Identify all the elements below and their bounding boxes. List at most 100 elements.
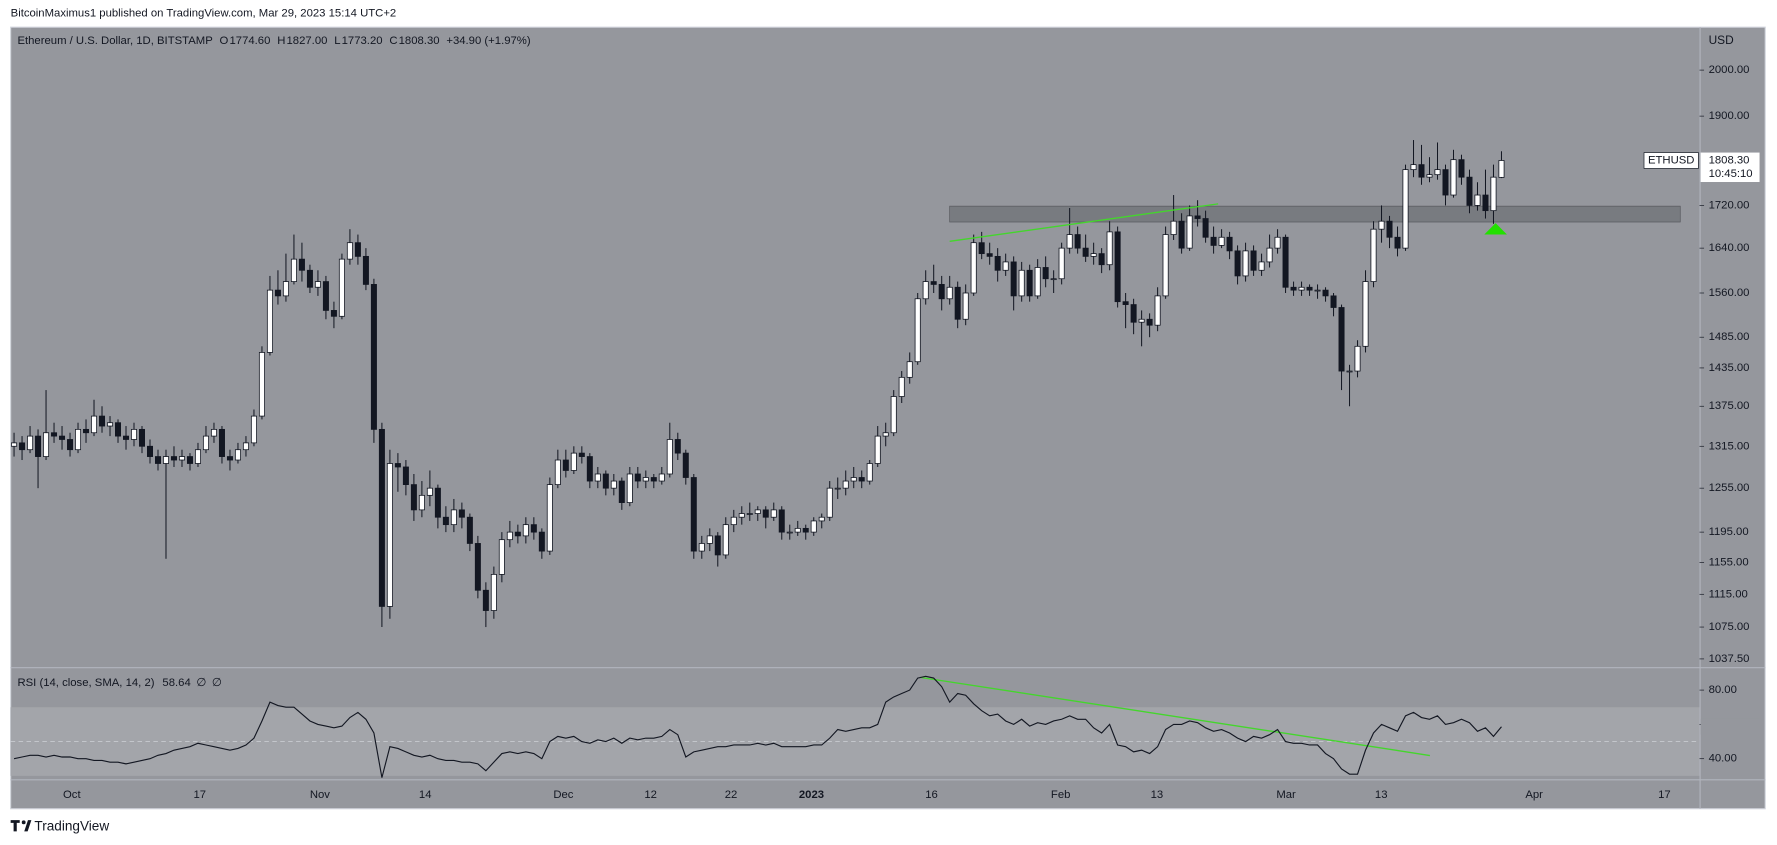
candle-body (1090, 253, 1097, 257)
x-tick-label: 14 (419, 789, 432, 801)
candle-body (1154, 295, 1161, 326)
support-arrow (1484, 223, 1507, 235)
rsi-value: 58.64 (162, 677, 190, 689)
candle-body (1458, 159, 1465, 178)
candle-body (1170, 220, 1177, 235)
candle-body (1098, 253, 1105, 266)
rsi-tick-label: 80.00 (1709, 684, 1737, 696)
candle-body (123, 435, 130, 440)
candle-body (1050, 278, 1057, 281)
candle-body (154, 456, 161, 464)
candle-body (434, 487, 441, 518)
candle-body (498, 539, 505, 575)
candle-body (170, 456, 177, 461)
candle-body (474, 543, 481, 591)
tradingview-logo (10, 820, 32, 832)
candle-body (890, 396, 897, 434)
symbol: Ethereum / U.S. Dollar, 1D, BITSTAMP (17, 35, 212, 47)
candle-body (1066, 234, 1073, 249)
candle-body (570, 452, 577, 471)
y-tick-label: 1037.50 (1709, 653, 1750, 665)
candle-body (1322, 289, 1329, 297)
ohlc-key: C (389, 35, 397, 47)
candle-body (1146, 318, 1153, 326)
candle-body (634, 473, 641, 482)
symbol-tag (1643, 152, 1699, 169)
candle-body (138, 428, 146, 447)
y-tick-label: 1255.00 (1709, 482, 1750, 494)
price-tag-label: 1808.30 (1709, 154, 1750, 166)
ohlc-key: H (277, 35, 285, 47)
candle-body (410, 484, 417, 511)
y-tick-label: 1375.00 (1709, 400, 1750, 412)
x-tick-label: 2023 (799, 789, 824, 801)
candle-body (1450, 159, 1457, 196)
candle-body (330, 310, 337, 317)
x-tick-label: 12 (644, 789, 657, 801)
candle-body (1474, 194, 1481, 206)
candle-body (83, 428, 90, 434)
candle-body (1162, 234, 1169, 297)
candle-body (346, 242, 353, 260)
candle-body (882, 432, 889, 437)
candle-body (51, 432, 58, 437)
candle-body (602, 473, 609, 489)
y-tick-label: 1195.00 (1709, 526, 1749, 538)
candle-body (746, 513, 753, 515)
candle-body (1074, 234, 1081, 249)
candle-body (1298, 286, 1305, 291)
candle-body (938, 284, 945, 300)
candle-body (674, 439, 681, 454)
price-trend-line (949, 203, 1219, 242)
candle-body (131, 428, 138, 440)
candle-body (554, 459, 561, 485)
candle-body (1226, 236, 1233, 252)
rsi-tick-label: 40.00 (1709, 753, 1737, 765)
candle-body (562, 459, 569, 471)
candle-body (1034, 267, 1041, 297)
candle-body (778, 509, 785, 533)
candle-body (1106, 231, 1113, 266)
ohlc-value: 1773.20 (342, 35, 383, 47)
candle-body (226, 456, 233, 461)
candle-body (1274, 236, 1281, 249)
candle-body (1490, 176, 1497, 212)
candle-body (146, 445, 153, 457)
candle-body (314, 281, 321, 288)
candle-body (642, 477, 649, 482)
candle-body (370, 284, 377, 430)
candle-body (1402, 169, 1409, 249)
candle-body (1314, 289, 1321, 292)
candle-body (842, 480, 849, 489)
candle-body (1442, 169, 1449, 196)
candle-body (1378, 220, 1385, 230)
candle-body (818, 516, 825, 522)
candle-body (75, 428, 82, 451)
candle-body (1018, 269, 1025, 297)
candle-body (27, 435, 34, 451)
candle-body (218, 428, 225, 457)
candle-body (866, 463, 873, 482)
candle-body (978, 242, 985, 255)
candle-body (242, 442, 249, 451)
candle-body (458, 509, 465, 518)
candle-body (610, 480, 617, 489)
candle-body (1194, 215, 1201, 219)
candle-body (1498, 160, 1505, 178)
candle-body (546, 484, 553, 552)
candle-body (11, 442, 18, 447)
candle-body (1362, 281, 1369, 347)
candle-body (1082, 247, 1089, 257)
candle-body (67, 439, 74, 451)
candle-body (930, 281, 937, 285)
candle-body (466, 516, 473, 544)
candle-body (906, 361, 913, 378)
rsi-divergence-line (920, 676, 1431, 757)
candle-body (946, 286, 953, 300)
candle-body (282, 281, 289, 297)
candle-body (202, 435, 209, 451)
candle-body (722, 524, 729, 556)
candle-body (626, 473, 633, 503)
candle-body (1114, 231, 1121, 303)
x-tick-label: 13 (1151, 789, 1164, 801)
